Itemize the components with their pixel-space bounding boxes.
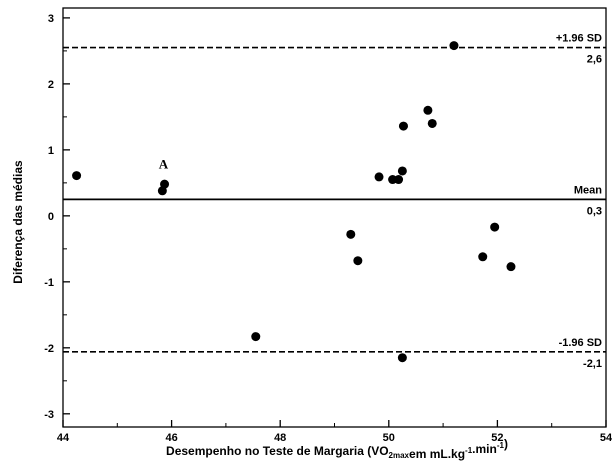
y-tick-label: 2 (48, 79, 54, 91)
x-axis-label: Desempenho no Teste de Margaria (VO2maxe… (166, 437, 508, 461)
data-point (346, 229, 356, 239)
x-tick-label: 54 (600, 432, 612, 444)
plot-area (62, 7, 607, 428)
plot-frame (62, 7, 607, 428)
reference-line-name: +1.96 SD (556, 33, 602, 45)
data-point (506, 262, 516, 272)
reference-lines (63, 46, 606, 353)
reference-line-value: 2,6 (587, 54, 602, 66)
data-point (397, 353, 407, 363)
y-tick-label: -1 (44, 277, 54, 289)
data-point (449, 41, 459, 51)
data-point (160, 179, 170, 189)
x-tick-label: 52 (491, 432, 503, 444)
y-tick-label: 3 (48, 13, 54, 25)
x-tick-label: 48 (274, 432, 286, 444)
data-point (353, 256, 363, 266)
axis-ticks (62, 17, 607, 427)
data-points (72, 41, 516, 363)
data-point (490, 222, 500, 232)
data-point (251, 332, 261, 342)
reference-line-name: Mean (574, 184, 602, 196)
reference-line-value: 0,3 (587, 205, 602, 217)
reference-line-value: -2,1 (583, 358, 602, 370)
data-point (423, 105, 433, 115)
data-point (374, 172, 384, 182)
y-axis-label: Diferença das médias (11, 160, 25, 284)
x-tick-label: 46 (165, 432, 177, 444)
data-point (397, 166, 407, 176)
labels: -3 -2 -1 0 1 2 3 44 46 48 50 52 54 +1.96 SD 2,6 Mean 0,3… (44, 13, 612, 444)
reference-line-name: -1.96 SD (559, 337, 602, 349)
point-annotation: A (159, 156, 169, 171)
data-point (478, 252, 488, 262)
data-point (394, 175, 404, 185)
y-tick-label: -3 (44, 409, 54, 421)
x-tick-label: 44 (57, 432, 70, 444)
y-tick-label: -2 (44, 343, 54, 355)
y-tick-label: 1 (48, 145, 54, 157)
x-tick-label: 50 (383, 432, 395, 444)
y-tick-label: 0 (48, 211, 54, 223)
data-point (427, 118, 437, 128)
data-point (72, 171, 82, 181)
data-point (398, 121, 408, 131)
